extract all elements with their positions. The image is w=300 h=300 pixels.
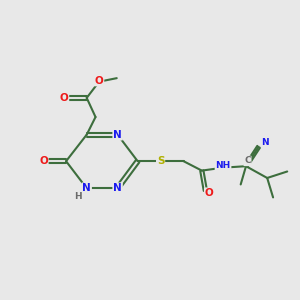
Text: N: N	[261, 138, 269, 147]
Text: O: O	[60, 93, 68, 103]
Text: H: H	[74, 192, 82, 201]
Text: N: N	[82, 183, 91, 193]
Text: N: N	[113, 130, 122, 140]
Text: S: S	[157, 156, 164, 166]
Text: N: N	[113, 183, 122, 193]
Text: O: O	[95, 76, 103, 85]
Text: NH: NH	[215, 161, 231, 170]
Text: O: O	[39, 156, 48, 166]
Text: O: O	[205, 188, 214, 198]
Text: C: C	[244, 156, 251, 165]
